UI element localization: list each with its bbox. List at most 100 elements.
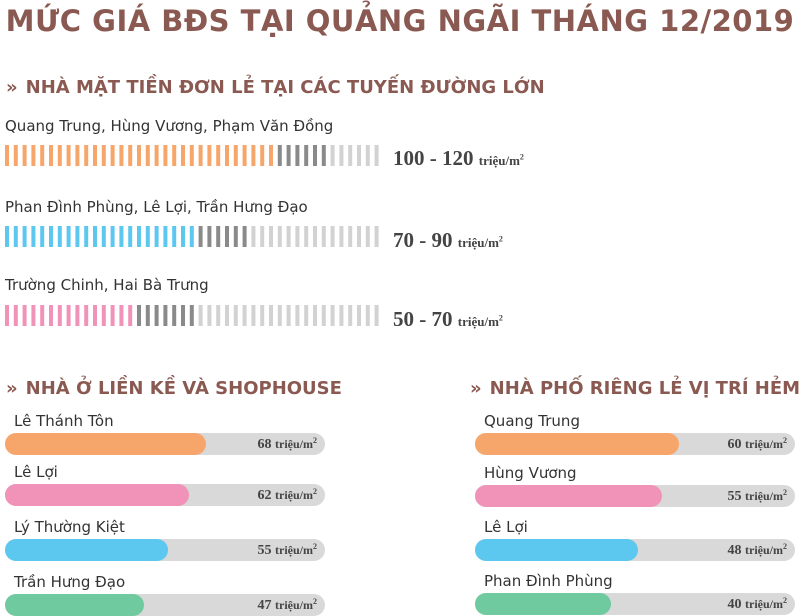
alley-house-label: Quang Trung: [484, 412, 580, 430]
street-front-range-3: 50 - 70: [393, 307, 453, 331]
tick-segment: [260, 145, 265, 166]
tick-segment: [163, 226, 168, 247]
tick-segment: [260, 226, 265, 247]
street-front-tick-bar-1: [5, 145, 379, 166]
tick-segment: [260, 305, 265, 326]
tick-segment: [313, 305, 317, 326]
alley-house-bar: [475, 539, 639, 561]
tick-segment: [374, 305, 379, 326]
tick-segment: [84, 145, 89, 166]
tick-segment: [154, 305, 159, 326]
tick-segment: [357, 305, 361, 326]
tick-segment: [163, 145, 168, 166]
tick-segment: [269, 226, 273, 247]
tick-segment: [40, 305, 45, 326]
tick-segment: [374, 226, 379, 247]
tick-segment: [242, 305, 247, 326]
shophouse-bar: [5, 594, 145, 616]
tick-segment: [5, 145, 9, 166]
tick-segment: [233, 226, 238, 247]
tick-segment: [84, 226, 89, 247]
section-title-shophouse: » NHÀ Ở LIỀN KỀ VÀ SHOPHOUSE: [6, 378, 342, 399]
tick-segment: [189, 305, 194, 326]
tick-segment: [321, 305, 326, 326]
shophouse-value-label: 68 triệu/m2: [257, 436, 318, 452]
shophouse-bar-track: 62 triệu/m2: [5, 484, 325, 506]
tick-segment: [128, 226, 133, 247]
tick-segment: [172, 145, 177, 166]
tick-segment: [22, 305, 27, 326]
alley-house-value-label: 55 triệu/m2: [727, 488, 788, 504]
tick-segment: [181, 226, 185, 247]
tick-segment: [110, 305, 115, 326]
tick-segment: [233, 145, 238, 166]
tick-segment: [216, 145, 221, 166]
tick-segment: [330, 305, 335, 326]
tick-segment: [31, 305, 36, 326]
tick-segment: [128, 145, 133, 166]
street-front-value-3: 50 - 70 triệu/m2: [393, 307, 503, 332]
section-3-label: NHÀ PHỐ RIÊNG LẺ VỊ TRÍ HẺM: [489, 378, 800, 399]
alley-house-bar-track: 55 triệu/m2: [475, 485, 795, 507]
tick-segment: [49, 145, 53, 166]
tick-segment: [330, 145, 335, 166]
tick-segment: [57, 226, 62, 247]
tick-segment: [207, 305, 212, 326]
section-title-street-front: » NHÀ MẶT TIỀN ĐƠN LẺ TẠI CÁC TUYẾN ĐƯỜNG…: [6, 77, 545, 98]
tick-segment: [189, 226, 194, 247]
shophouse-value-label: 55 triệu/m2: [257, 542, 318, 558]
tick-segment: [128, 305, 133, 326]
tick-segment: [304, 145, 309, 166]
shophouse-label: Trần Hưng Đạo: [14, 573, 126, 591]
tick-segment: [84, 305, 89, 326]
street-front-unit-1: triệu/m2: [478, 152, 524, 168]
section-title-alley-house: » NHÀ PHỐ RIÊNG LẺ VỊ TRÍ HẺM: [470, 378, 800, 399]
tick-segment: [357, 145, 361, 166]
street-front-value-1: 100 - 120 triệu/m2: [393, 146, 524, 171]
tick-segment: [172, 226, 177, 247]
shophouse-label: Lý Thường Kiệt: [14, 518, 125, 536]
shophouse-bar: [5, 484, 189, 506]
tick-segment: [365, 226, 370, 247]
tick-segment: [5, 305, 9, 326]
tick-segment: [348, 305, 353, 326]
tick-segment: [110, 145, 115, 166]
tick-segment: [66, 305, 71, 326]
tick-segment: [181, 145, 185, 166]
tick-segment: [286, 305, 291, 326]
shophouse-bar-track: 55 triệu/m2: [5, 539, 325, 561]
shophouse-bar-track: 47 triệu/m2: [5, 594, 325, 616]
tick-segment: [119, 145, 124, 166]
tick-segment: [137, 226, 141, 247]
tick-segment: [207, 145, 212, 166]
tick-segment: [5, 226, 9, 247]
tick-segment: [57, 305, 62, 326]
tick-segment: [66, 226, 71, 247]
tick-segment: [75, 145, 80, 166]
tick-segment: [295, 305, 300, 326]
tick-segment: [286, 145, 291, 166]
tick-segment: [357, 226, 361, 247]
alley-house-label: Hùng Vương: [484, 464, 577, 482]
tick-segment: [101, 226, 106, 247]
tick-segment: [216, 305, 221, 326]
alley-house-bar-track: 60 triệu/m2: [475, 433, 795, 455]
street-front-range-2: 70 - 90: [393, 228, 453, 252]
tick-segment: [313, 226, 317, 247]
tick-segment: [339, 305, 344, 326]
tick-segment: [225, 305, 229, 326]
tick-segment: [66, 145, 71, 166]
street-front-value-2: 70 - 90 triệu/m2: [393, 228, 503, 253]
tick-segment: [163, 305, 168, 326]
street-front-label-2: Phan Đình Phùng, Lê Lợi, Trần Hưng Đạo: [5, 198, 308, 216]
tick-segment: [13, 226, 18, 247]
tick-segment: [225, 226, 229, 247]
tick-segment: [40, 145, 45, 166]
tick-segment: [295, 145, 300, 166]
tick-segment: [75, 305, 80, 326]
street-front-label-1: Quang Trung, Hùng Vương, Phạm Văn Đồng: [5, 117, 334, 135]
alley-house-bar-track: 48 triệu/m2: [475, 539, 795, 561]
page-title: MỨC GIÁ BĐS TẠI QUẢNG NGÃI THÁNG 12/2019: [5, 4, 795, 38]
section-1-label: NHÀ MẶT TIỀN ĐƠN LẺ TẠI CÁC TUYẾN ĐƯỜNG …: [25, 77, 545, 98]
tick-segment: [339, 145, 344, 166]
